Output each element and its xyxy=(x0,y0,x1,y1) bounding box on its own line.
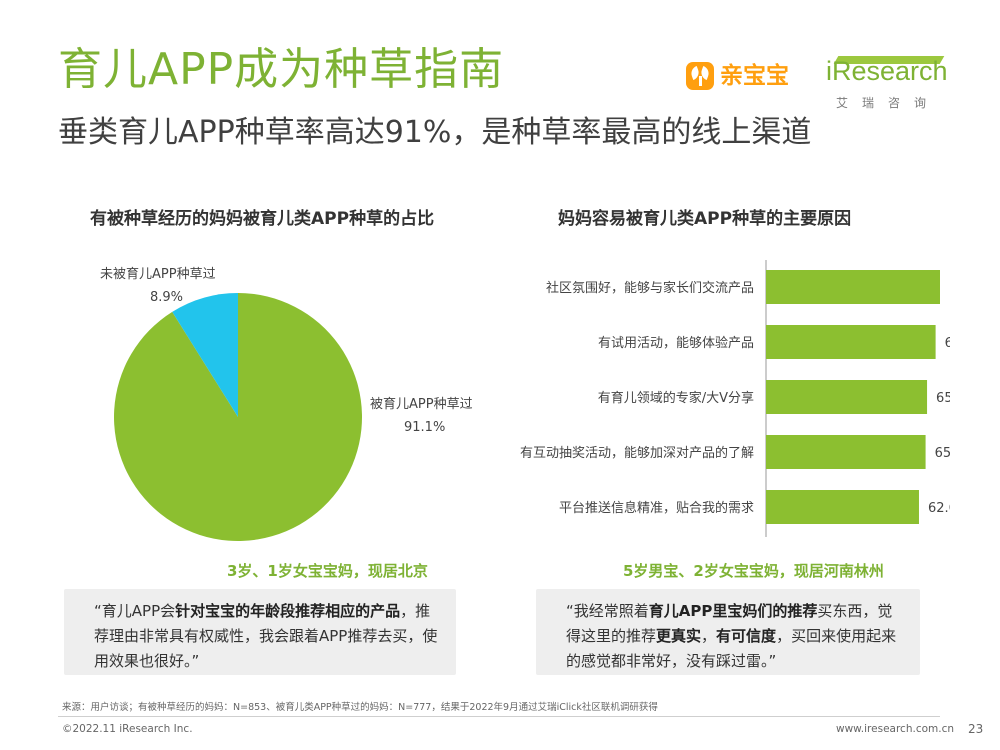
source-note: 来源：用户访谈；有被种草经历的妈妈：N=853、被育儿类APP种草过的妈妈：N=… xyxy=(62,702,658,713)
bar-value-label: 65.3% xyxy=(935,446,950,461)
iresearch-logo: iResearch xyxy=(826,58,948,85)
sprout-icon xyxy=(686,62,714,90)
quote-left-part-1: 针对宝宝的年龄段推荐相应的产品 xyxy=(175,602,401,620)
quote-left-part-0: “育儿APP会 xyxy=(94,602,176,620)
bar-4 xyxy=(766,490,919,524)
bar-category-label: 有育儿领域的专家/大V分享 xyxy=(598,390,754,406)
pie-chart-title: 有被种草经历的妈妈被育儿类APP种草的占比 xyxy=(90,209,435,229)
quote-left-heading: 3岁、1岁女宝宝妈，现居北京 xyxy=(227,562,428,580)
qinbaobao-logo: 亲宝宝 xyxy=(686,62,789,90)
page-number: 23 xyxy=(968,722,984,736)
quote-right-part-1: 育儿APP里宝妈们的推荐 xyxy=(648,602,818,620)
copyright: ©2022.11 iResearch Inc. xyxy=(62,723,193,735)
quote-right-part-3: 更真实 xyxy=(656,627,702,645)
quote-right-heading: 5岁男宝、2岁女宝宝妈，现居河南林州 xyxy=(623,562,884,580)
quote-right-text: “我经常照着育儿APP里宝妈们的推荐买东西，觉得这里的推荐更真实，有可信度，买回… xyxy=(536,589,920,675)
quote-left-text: “育儿APP会针对宝宝的年龄段推荐相应的产品，推荐理由非常具有权威性，我会跟着A… xyxy=(64,589,456,675)
pie-chart: 未被育儿APP种草过 8.9% 被育儿APP种草过 91.1% xyxy=(100,266,473,541)
quote-right-part-6: ，买回来使用起来的感觉都非常好，没有踩过雷。” xyxy=(566,627,897,670)
bar-0 xyxy=(766,270,940,304)
pie-value-seeded: 91.1% xyxy=(404,420,445,435)
bar-value-label: 69.4% xyxy=(945,336,950,351)
quote-right-part-2: 买东西，觉得这里的推荐 xyxy=(566,602,893,645)
bar-category-label: 有试用活动，能够体验产品 xyxy=(598,335,754,351)
bar-category-label: 有互动抽奖活动，能够加深对产品的了解 xyxy=(520,445,754,461)
qinbaobao-logo-text: 亲宝宝 xyxy=(720,62,789,89)
quote-right-part-0: “我经常照着 xyxy=(566,602,649,620)
bar-1 xyxy=(766,325,936,359)
website-link[interactable]: www.iresearch.com.cn xyxy=(836,723,955,735)
bar-value-label: 62.6% xyxy=(928,501,950,516)
pie-slice-seeded xyxy=(114,293,363,541)
bar-category-label: 社区氛围好，能够与家长们交流产品 xyxy=(546,280,754,296)
iresearch-logo-cn: 艾瑞咨询 xyxy=(836,96,941,110)
pie-label-not-seeded: 未被育儿APP种草过 xyxy=(100,266,216,282)
pie-label-seeded: 被育儿APP种草过 xyxy=(370,396,473,412)
page-title: 育儿APP成为种草指南 xyxy=(58,44,505,95)
bar-value-label: 65.9% xyxy=(936,391,950,406)
quote-right-part-4: ， xyxy=(701,627,717,645)
bar-3 xyxy=(766,435,926,469)
footer-divider xyxy=(58,716,940,717)
bar-chart-title: 妈妈容易被育儿类APP种草的主要原因 xyxy=(558,209,852,229)
bar-chart: 社区氛围好，能够与家长们交流产品 71.2% 有试用活动，能够体验产品 69.4% 有育… xyxy=(520,260,950,537)
pie-value-not-seeded: 8.9% xyxy=(150,290,183,305)
bar-2 xyxy=(766,380,928,414)
iresearch-logo-text: iResearch xyxy=(826,56,948,86)
page-subtitle: 垂类育儿APP种草率高达91%，是种草率最高的线上渠道 xyxy=(58,115,812,150)
bar-category-label: 平台推送信息精准，贴合我的需求 xyxy=(559,500,754,516)
quote-left-part-2: ，推荐理由非常具有权威性，我会跟着APP推荐去买，使用效果也很好。” xyxy=(94,602,438,670)
pie-slice-not-seeded xyxy=(172,293,238,417)
bar-value-label: 71.2% xyxy=(949,281,950,296)
quote-right-part-5: 有可信度 xyxy=(716,627,777,645)
